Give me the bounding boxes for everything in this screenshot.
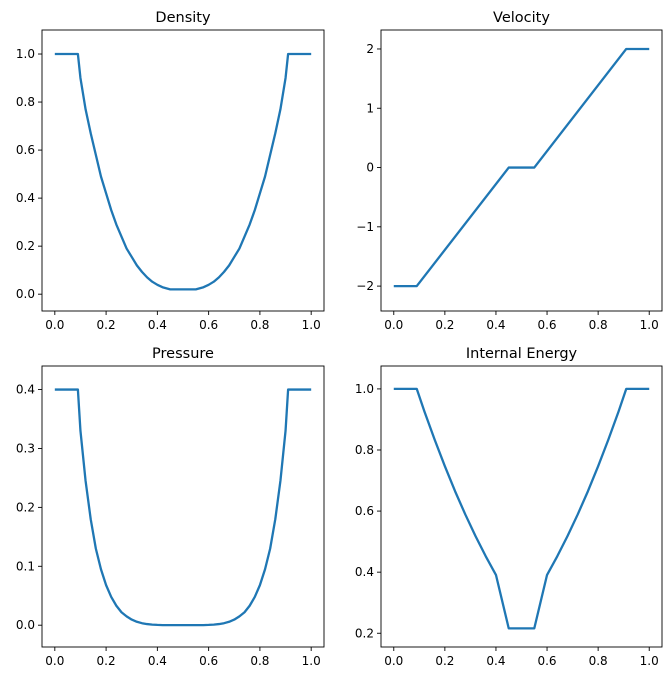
panel-title: Density — [155, 10, 211, 26]
panel-internal-energy: Internal Energy 0.0 0.2 0.4 0.6 0.8 1.0 0.2 0.4 0… — [355, 346, 663, 668]
x-tick-label: 1.0 — [640, 318, 659, 332]
x-tick-label: 0.8 — [589, 318, 608, 332]
y-tick-label: 0.4 — [16, 383, 35, 397]
panel-density: Density 0.0 0.2 0.4 0.6 0.8 1.0 0.0 0.2 0.4 0.6 0.8… — [16, 10, 325, 332]
y-tick-label: 1.0 — [355, 382, 374, 396]
panel-title: Velocity — [493, 10, 550, 26]
x-tick-label: 0.4 — [148, 654, 167, 668]
y-tick-label: 0.2 — [355, 626, 374, 640]
x-tick-label: 0.4 — [486, 318, 505, 332]
y-tick-label: 1 — [366, 101, 374, 115]
x-tick-label: 0.2 — [435, 654, 454, 668]
x-tick-label: 0.2 — [435, 318, 454, 332]
x-tick-label: 0.8 — [250, 318, 269, 332]
y-tick-label: 0.2 — [16, 239, 35, 253]
series-line-velocity — [393, 47, 650, 288]
y-tick-label: 2 — [366, 42, 374, 56]
y-tick-label: 1.0 — [16, 47, 35, 61]
x-tick-label: 0.6 — [537, 318, 556, 332]
x-tick-label: 0.0 — [384, 318, 403, 332]
panel-title: Internal Energy — [466, 346, 578, 362]
y-tick-label: 0.2 — [16, 500, 35, 514]
axes-frame — [41, 365, 325, 648]
axes-frame — [380, 365, 663, 648]
x-tick-label: 0.2 — [97, 318, 116, 332]
axes-frame — [380, 29, 663, 312]
y-tick-label: 0.0 — [16, 618, 35, 632]
x-tick-label: 0.8 — [250, 654, 269, 668]
y-tick-label: 0 — [366, 161, 374, 175]
x-tick-label: 0.8 — [589, 654, 608, 668]
x-tick-label: 1.0 — [640, 654, 659, 668]
y-tick-label: 0.8 — [16, 95, 35, 109]
series-line-density — [54, 52, 312, 291]
y-tick-label: 0.1 — [16, 559, 35, 573]
x-tick-label: 0.4 — [148, 318, 167, 332]
axes-frame — [41, 29, 325, 312]
x-tick-label: 0.6 — [199, 318, 218, 332]
x-tick-label: 1.0 — [302, 318, 321, 332]
x-tick-label: 0.6 — [537, 654, 556, 668]
panel-title: Pressure — [152, 346, 214, 362]
x-tick-label: 0.6 — [199, 654, 218, 668]
y-tick-label: 0.6 — [16, 143, 35, 157]
y-tick-label: 0.8 — [355, 443, 374, 457]
y-tick-label: 0.4 — [16, 191, 35, 205]
y-tick-label: 0.4 — [355, 565, 374, 579]
x-tick-label: 0.0 — [45, 318, 64, 332]
x-tick-label: 1.0 — [302, 654, 321, 668]
series-line-pressure — [54, 388, 312, 627]
y-tick-label: 0.0 — [16, 287, 35, 301]
x-tick-label: 0.2 — [97, 654, 116, 668]
x-tick-label: 0.0 — [45, 654, 64, 668]
y-tick-label: 0.3 — [16, 441, 35, 455]
y-tick-label: 0.6 — [355, 504, 374, 518]
panel-velocity: Velocity 0.0 0.2 0.4 0.6 0.8 1.0 −2 −1 0 1 2 — [356, 10, 663, 332]
series-line-internal-energy — [393, 387, 650, 630]
panel-pressure: Pressure 0.0 0.2 0.4 0.6 0.8 1.0 0.0 0.1 0.2 0.3 0.… — [16, 346, 325, 668]
x-tick-label: 0.4 — [486, 654, 505, 668]
y-tick-label: −1 — [356, 220, 374, 234]
y-tick-label: −2 — [356, 279, 374, 293]
x-tick-label: 0.0 — [384, 654, 403, 668]
